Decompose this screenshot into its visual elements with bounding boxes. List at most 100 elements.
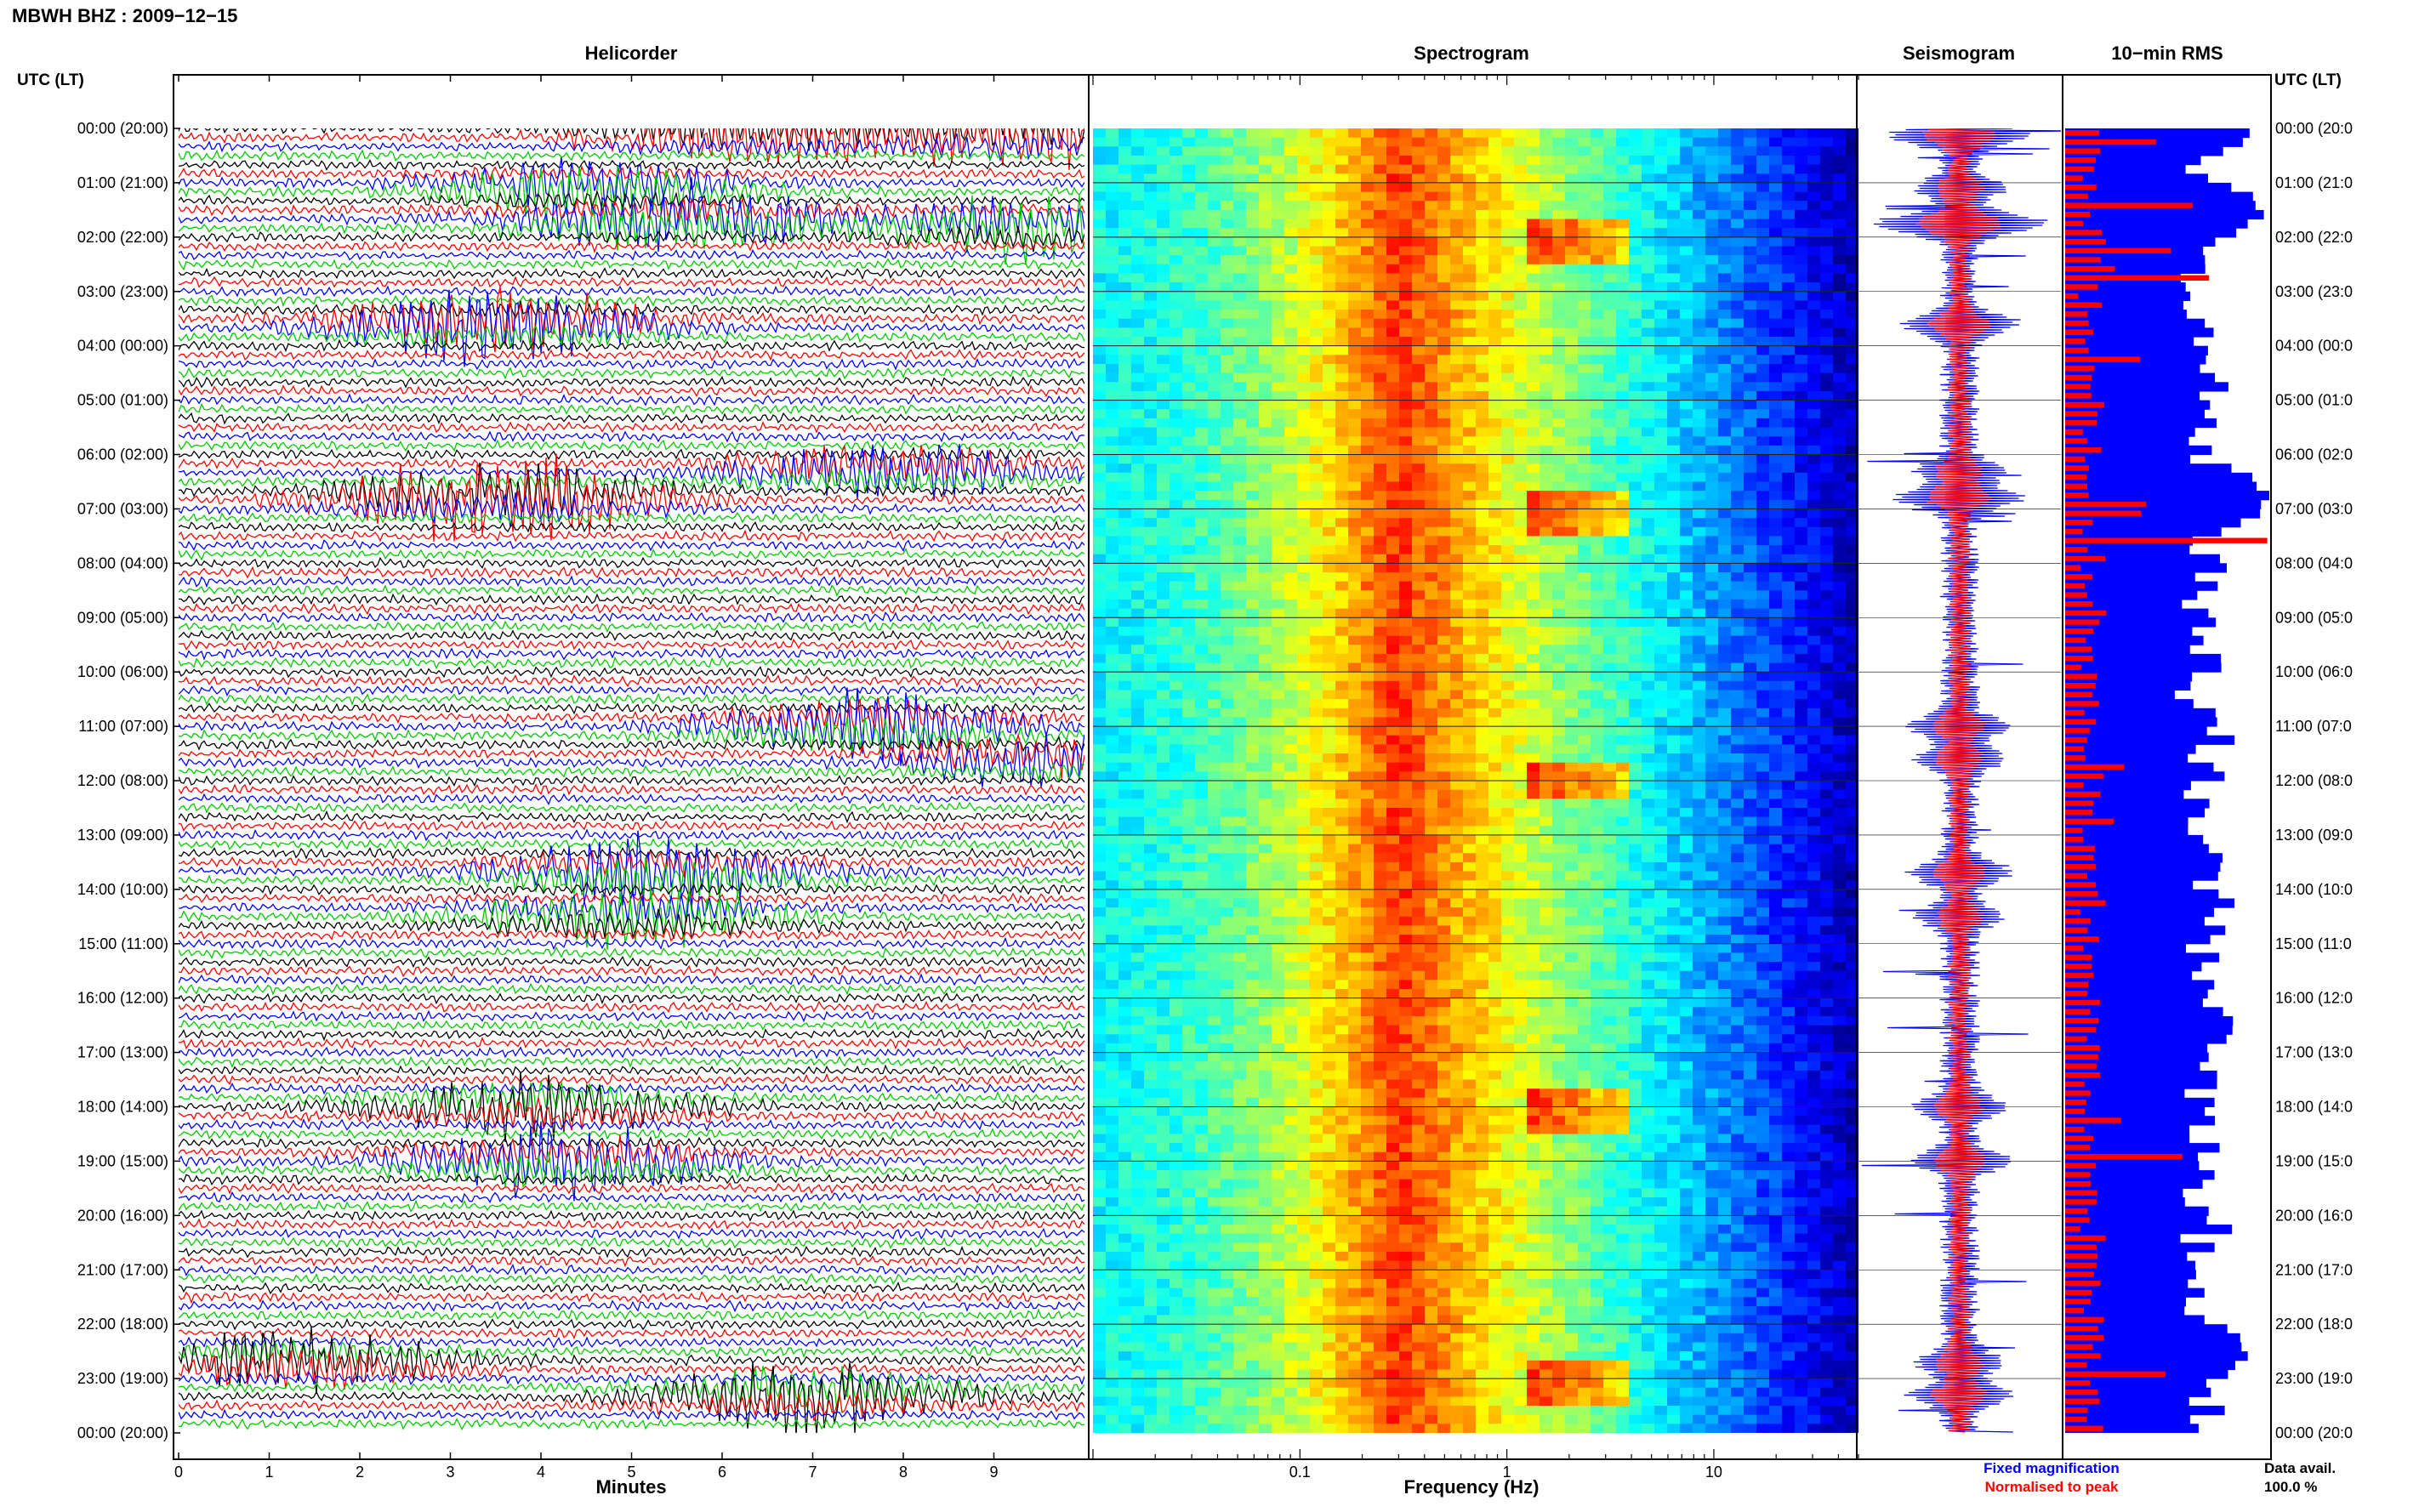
spectrogram-cell [1259, 672, 1272, 682]
spectrogram-cell [1731, 672, 1745, 682]
spectrogram-cell [1182, 672, 1196, 682]
spectrogram-cell [1208, 454, 1221, 464]
spectrogram-cell [1846, 518, 1858, 528]
spectrogram-cell [1106, 762, 1119, 772]
spectrogram-cell [1591, 382, 1604, 392]
spectrogram-cell [1565, 781, 1579, 791]
spectrogram-cell [1629, 645, 1642, 655]
spectrogram-cell [1591, 236, 1604, 247]
spectrogram-cell [1769, 844, 1783, 854]
spectrogram-cell [1731, 246, 1745, 256]
spectrogram-cell [1527, 590, 1540, 600]
spectrogram-cell [1476, 201, 1489, 211]
spectrogram-cell [1323, 418, 1336, 429]
spectrogram-cell [1756, 726, 1770, 736]
spectrogram-cell [1335, 554, 1349, 564]
spectrogram-cell [1501, 726, 1515, 736]
spectrogram-cell [1131, 771, 1145, 782]
spectrogram-cell [1782, 617, 1796, 628]
spectrogram-cell [1284, 310, 1298, 320]
spectrogram-cell [1323, 626, 1336, 637]
helicorder-trace [179, 584, 1084, 597]
spectrogram-cell [1106, 509, 1119, 519]
spectrogram-cell [1642, 626, 1655, 637]
spectrogram-cell [1195, 454, 1209, 464]
spectrogram-cell [1629, 572, 1642, 583]
spectrogram-cell [1820, 291, 1834, 302]
spectrogram-cell [1642, 128, 1655, 139]
spectrogram-cell [1744, 454, 1757, 464]
helicorder-title: Helicorder [585, 43, 678, 64]
spectrogram-cell [1463, 409, 1477, 419]
spectrogram-cell [1514, 318, 1528, 328]
helicorder-trace [179, 393, 1084, 406]
spectrogram-cell [1591, 635, 1604, 645]
spectrogram-cell [1310, 771, 1323, 782]
spectrogram-cell [1514, 400, 1528, 410]
spectrogram-cell [1616, 717, 1630, 727]
helicorder-trace [179, 1097, 1084, 1134]
spectrogram-cell [1591, 526, 1604, 537]
spectrogram-cell [1412, 427, 1426, 437]
spectrogram-cell [1412, 799, 1426, 809]
spectrogram-cell [1616, 563, 1630, 573]
spectrogram-cell [1616, 680, 1630, 691]
spectrogram-cell [1463, 355, 1477, 365]
spectrogram-cell [1514, 345, 1528, 355]
spectrogram-cell [1833, 255, 1847, 265]
spectrogram-cell [1221, 545, 1234, 555]
spectrogram-cell [1603, 201, 1617, 211]
spectrogram-cell [1272, 327, 1285, 338]
spectrogram-cell [1131, 635, 1145, 645]
spectrogram-cell [1744, 364, 1757, 374]
spectrogram-cell [1769, 436, 1783, 446]
spectrogram-cell [1603, 318, 1617, 328]
spectrogram-cell [1297, 499, 1311, 510]
spectrogram-cell [1361, 626, 1375, 637]
spectrogram-cell [1131, 626, 1145, 637]
spectrogram-cell [1667, 509, 1681, 519]
spectrogram-cell [1795, 372, 1808, 383]
spectrogram-cell [1437, 572, 1451, 583]
spectrogram-cell [1437, 808, 1451, 818]
spectrogram-cell [1246, 799, 1260, 809]
spectrogram-cell [1769, 581, 1783, 591]
spectrogram-cell [1782, 219, 1796, 229]
spectrogram-cell [1642, 273, 1655, 283]
spectrogram-cell [1578, 717, 1591, 727]
spectrogram-cell [1386, 445, 1400, 456]
spectrogram-cell [1450, 844, 1464, 854]
spectrogram-cell [1667, 499, 1681, 510]
spectrogram-cell [1412, 156, 1426, 166]
spectrogram-cell [1182, 789, 1196, 799]
spectrogram-cell [1412, 653, 1426, 664]
helicorder-trace [179, 880, 1084, 899]
spectrogram-cell [1463, 264, 1477, 275]
spectrogram-cell [1488, 626, 1502, 637]
spectrogram-cell [1616, 156, 1630, 166]
spectrogram-cell [1527, 164, 1540, 174]
spectrogram-cell [1399, 680, 1413, 691]
spectrogram-cell [1756, 164, 1770, 174]
spectrogram-cell [1552, 390, 1566, 401]
spectrogram-cell [1374, 491, 1387, 501]
spectrogram-cell [1603, 844, 1617, 854]
spectrogram-cell [1833, 400, 1847, 410]
spectrogram-cell [1450, 717, 1464, 727]
spectrogram-cell [1476, 372, 1489, 383]
spectrogram-cell [1259, 264, 1272, 275]
spectrogram-cell [1680, 436, 1693, 446]
spectrogram-cell [1374, 653, 1387, 664]
spectrogram-cell [1272, 264, 1285, 275]
spectrogram-cell [1195, 816, 1209, 827]
spectrogram-cell [1820, 436, 1834, 446]
spectrogram-cell [1310, 191, 1323, 202]
spectrogram-cell [1744, 645, 1757, 655]
spectrogram-cell [1603, 816, 1617, 827]
spectrogram-cell [1501, 173, 1515, 184]
spectrogram-cell [1450, 182, 1464, 193]
spectrogram-cell [1131, 164, 1145, 174]
spectrogram-cell [1450, 454, 1464, 464]
spectrogram-cell [1297, 128, 1311, 139]
spectrogram-cell [1297, 816, 1311, 827]
